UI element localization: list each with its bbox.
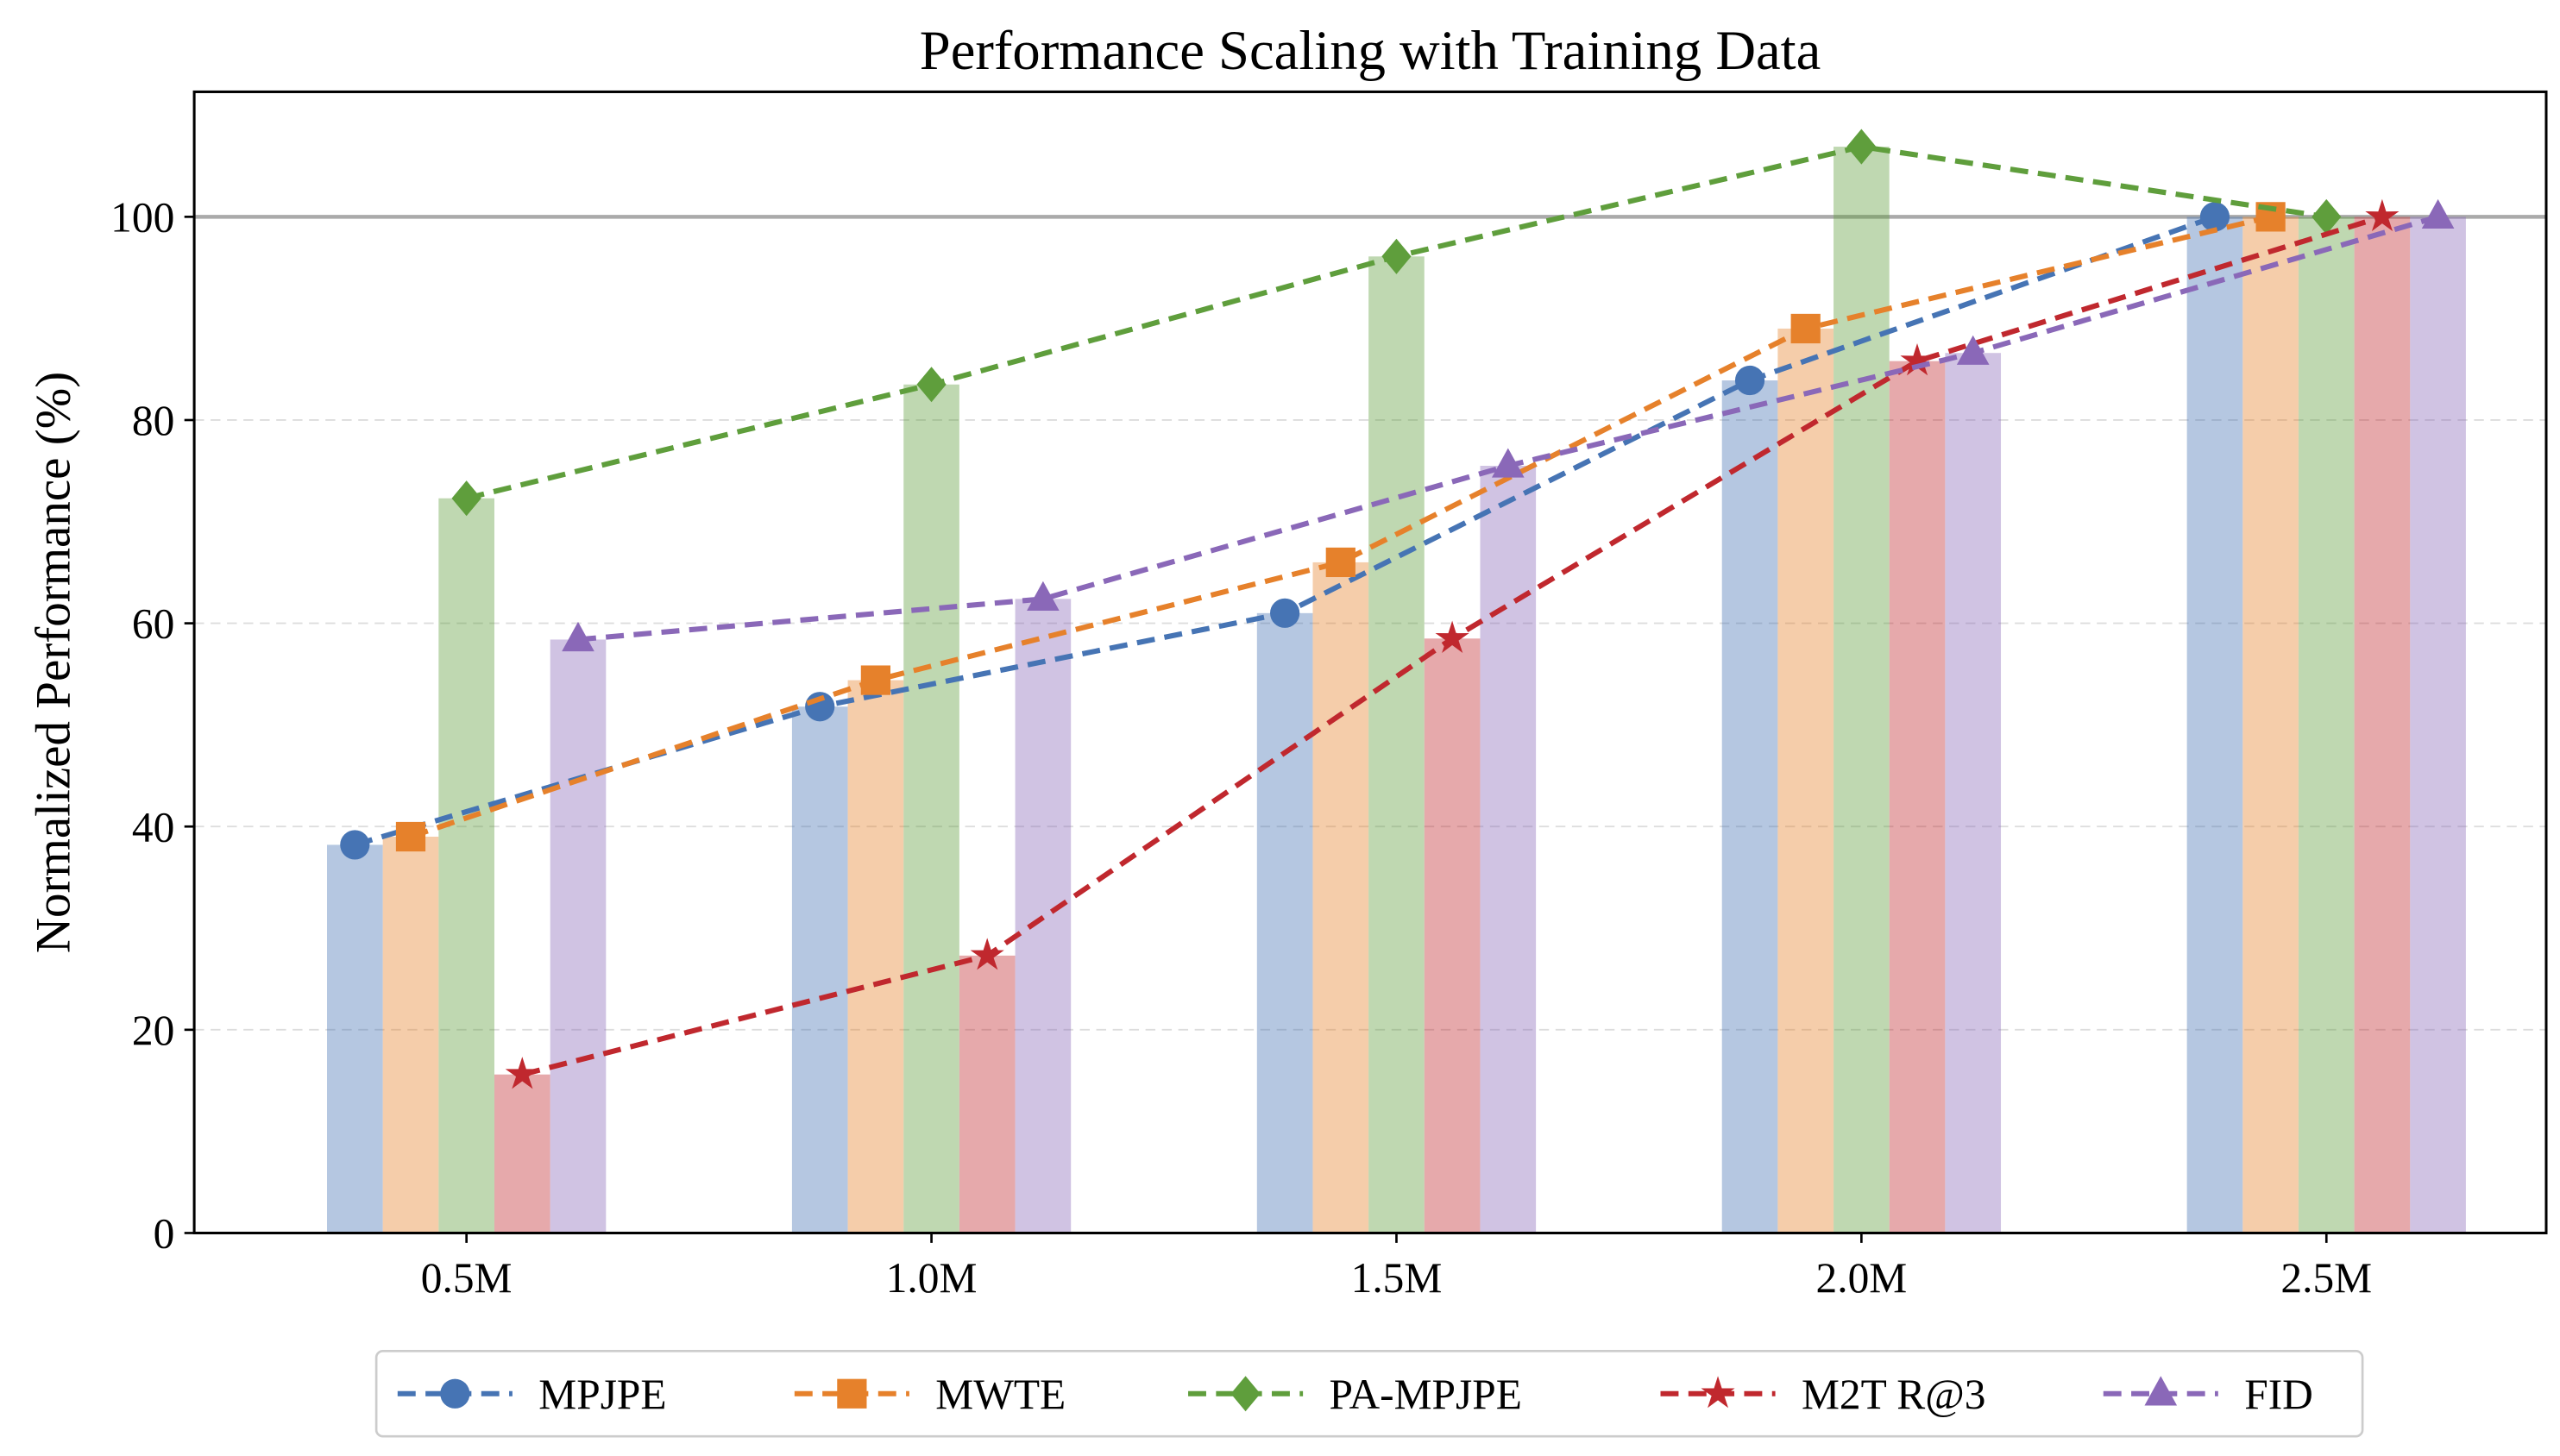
y-tick-label: 100 — [110, 193, 174, 241]
bar — [2186, 217, 2243, 1233]
bar — [791, 706, 848, 1233]
plot-frame — [192, 90, 2548, 1234]
data-point — [2199, 202, 2230, 232]
data-point — [970, 938, 1004, 970]
bar — [1015, 599, 1072, 1233]
legend-marker — [1701, 1376, 1735, 1409]
legend-label: MPJPE — [538, 1371, 666, 1418]
bar — [2410, 217, 2466, 1233]
y-axis-label: Normalized Performance (%) — [27, 372, 81, 953]
legend-label: PA-MPJPE — [1330, 1371, 1522, 1418]
data-point — [562, 621, 594, 652]
bar — [494, 1074, 550, 1233]
bar — [903, 384, 959, 1233]
bar — [382, 837, 439, 1233]
y-tick-label: 20 — [132, 1007, 174, 1054]
data-point — [1491, 448, 1525, 478]
bar — [1721, 380, 1778, 1233]
legend-item: MWTE — [794, 1371, 1066, 1418]
bar — [1424, 638, 1481, 1233]
bar — [1889, 361, 1946, 1233]
legend-item: PA-MPJPE — [1188, 1371, 1522, 1418]
bar — [2298, 217, 2355, 1233]
bar — [1368, 256, 1425, 1233]
legend-label: MWTE — [935, 1371, 1066, 1418]
bar — [1256, 612, 1313, 1233]
bar — [847, 680, 904, 1233]
legend-item: MPJPE — [397, 1371, 667, 1418]
bar — [959, 955, 1016, 1233]
x-tick-label: 1.0M — [886, 1254, 978, 1302]
data-point — [1790, 313, 1821, 344]
legend-label: M2T R@3 — [1802, 1371, 1985, 1418]
data-point — [916, 367, 947, 403]
data-point — [1956, 335, 1990, 365]
data-point — [451, 480, 481, 517]
bar — [550, 639, 607, 1233]
data-point — [2312, 198, 2342, 235]
bar — [1834, 147, 1890, 1233]
y-tick-label: 40 — [132, 803, 174, 850]
legend-marker — [440, 1378, 470, 1409]
legend-marker — [837, 1378, 867, 1409]
bar — [1480, 465, 1537, 1233]
legend-marker — [2144, 1376, 2178, 1406]
data-point — [2365, 198, 2400, 232]
bar — [327, 844, 383, 1233]
chart-title: Performance Scaling with Training Data — [920, 19, 1821, 81]
data-point — [505, 1057, 539, 1089]
bar — [2354, 217, 2411, 1233]
y-tick-label: 0 — [154, 1210, 175, 1258]
series-line — [410, 214, 2272, 839]
legend-item: FID — [2103, 1371, 2313, 1418]
data-point — [860, 665, 890, 695]
x-tick-label: 1.5M — [1351, 1254, 1443, 1302]
bar — [438, 498, 494, 1233]
data-point — [340, 830, 370, 860]
legend-box — [374, 1350, 2364, 1438]
legend-label: FID — [2244, 1371, 2313, 1418]
bar — [2242, 217, 2299, 1233]
data-point — [395, 821, 426, 852]
data-point — [1435, 620, 1469, 653]
y-tick-label: 80 — [132, 397, 174, 444]
data-point — [2421, 198, 2455, 229]
data-point — [1734, 365, 1765, 396]
legend-marker — [1230, 1376, 1261, 1412]
x-tick-label: 2.5M — [2280, 1254, 2372, 1302]
y-tick-label: 60 — [132, 600, 174, 648]
x-tick-label: 2.0M — [1816, 1254, 1908, 1302]
bar — [1777, 328, 1834, 1233]
data-point — [1027, 581, 1060, 612]
data-point — [1325, 547, 1355, 578]
bar — [1312, 562, 1369, 1233]
x-tick-label: 0.5M — [421, 1254, 513, 1302]
data-point — [1270, 598, 1300, 628]
legend-item: M2T R@3 — [1660, 1371, 1985, 1418]
bar — [1945, 353, 2002, 1233]
data-point — [1900, 343, 1934, 376]
